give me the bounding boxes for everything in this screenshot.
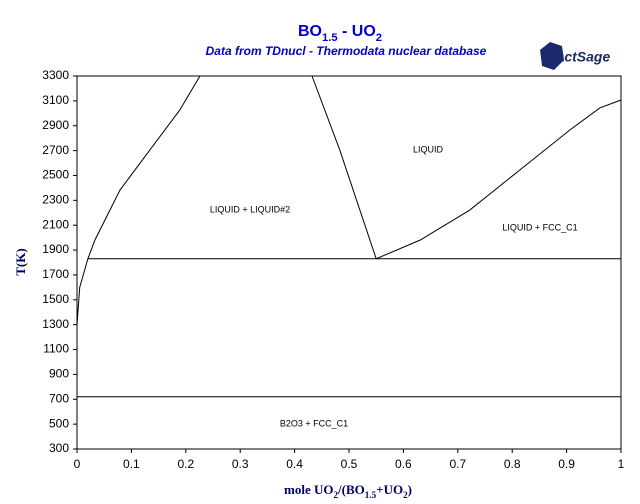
- y-tick-label: 1300: [42, 317, 69, 331]
- text-part: - UO: [338, 23, 376, 40]
- y-tick-label: 1900: [42, 242, 69, 256]
- y-tick-label: 2900: [42, 118, 69, 132]
- text-part: 2: [376, 32, 382, 44]
- y-tick-label: 900: [49, 367, 69, 381]
- x-tick-label: 0.6: [395, 457, 412, 471]
- y-tick-label: 700: [49, 391, 69, 405]
- phase-boundary: [311, 75, 377, 259]
- y-tick-label: 1700: [42, 267, 69, 281]
- y-tick-label: 2100: [42, 217, 69, 231]
- chart-title: BO1.5 - UO2: [298, 23, 382, 44]
- text-part: 2: [403, 490, 408, 500]
- x-tick-label: 0.9: [558, 457, 575, 471]
- y-tick-label: 1100: [43, 342, 69, 356]
- text-part: mole UO: [284, 482, 333, 497]
- y-tick-label: 500: [49, 416, 69, 430]
- x-tick-label: 1: [618, 457, 625, 471]
- x-tick-label: 0.2: [177, 457, 194, 471]
- region-label: LIQUID: [413, 144, 444, 154]
- x-tick-label: 0.1: [123, 457, 140, 471]
- region-label: LIQUID + FCC_C1: [502, 222, 577, 232]
- x-tick-label: 0.7: [449, 457, 466, 471]
- x-tick-label: 0.8: [504, 457, 521, 471]
- y-tick-label: 2500: [42, 168, 69, 182]
- text-part: 1.5: [322, 32, 338, 44]
- plot-frame: [76, 75, 622, 450]
- phase-boundary: [376, 99, 622, 260]
- x-tick-label: 0: [74, 457, 81, 471]
- logo-mark: [540, 42, 564, 70]
- y-tick-label: 300: [49, 441, 69, 455]
- text-part: ): [408, 482, 412, 497]
- chart-subtitle: Data from TDnucl - Thermodata nuclear da…: [206, 44, 487, 58]
- x-axis-label: mole UO2/(BO1.5+UO2): [284, 482, 412, 500]
- region-label: LIQUID + LIQUID#2: [210, 204, 290, 214]
- x-tick-label: 0.3: [232, 457, 249, 471]
- y-tick-label: 3300: [42, 68, 69, 82]
- x-tick-label: 0.4: [286, 457, 303, 471]
- y-tick-label: 2700: [42, 143, 69, 157]
- y-axis-label: T(K): [13, 248, 28, 275]
- logo-text: FactSage: [548, 49, 610, 65]
- text-part: /(BO: [337, 482, 365, 497]
- logo: FactSage: [540, 42, 610, 70]
- region-label: B2O3 + FCC_C1: [280, 418, 348, 428]
- y-tick-label: 3100: [42, 93, 69, 107]
- text-part: 2: [334, 490, 339, 500]
- text-part: BO: [298, 23, 322, 40]
- y-tick-label: 2300: [42, 193, 69, 207]
- text-part: 1.5: [365, 490, 377, 500]
- x-tick-label: 0.5: [341, 457, 358, 471]
- y-tick-label: 1500: [42, 292, 69, 306]
- phase-boundary: [76, 75, 201, 325]
- text-part: +UO: [376, 482, 403, 497]
